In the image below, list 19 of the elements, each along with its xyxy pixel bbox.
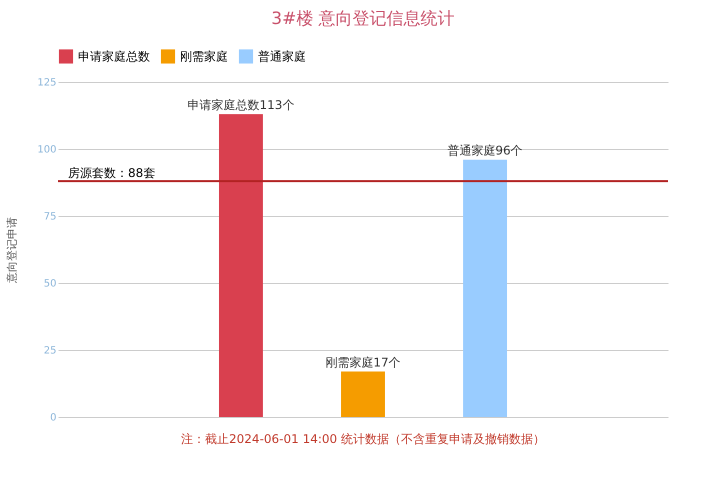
legend-label: 刚需家庭 <box>180 49 228 64</box>
bar <box>341 371 385 417</box>
ref-line-label: 房源套数：88套 <box>68 166 156 180</box>
y-tick-label: 75 <box>44 212 56 222</box>
data-label: 申请家庭总数113个 <box>188 98 294 112</box>
bar <box>218 114 263 417</box>
y-axis-title: 意向登记申请 <box>5 217 18 284</box>
y-tick-label: 100 <box>37 144 56 156</box>
legend-label: 申请家庭总数 <box>78 49 150 64</box>
y-tick-label: 50 <box>44 278 56 290</box>
text: 注：截止2024-06-01 14:00 统计数据（不含重复申请及撤销数据） <box>181 432 545 446</box>
legend-label: 普通家庭 <box>258 49 306 64</box>
bar <box>463 160 508 417</box>
data-label: 刚需家庭17个 <box>325 355 401 370</box>
y-tick-label: 25 <box>44 346 56 356</box>
chart-title: 3#楼 意向登记信息统计 <box>271 9 455 29</box>
y-tick-label: 0 <box>50 412 56 424</box>
y-tick-label: 125 <box>37 78 56 88</box>
data-label: 普通家庭96个 <box>447 144 523 158</box>
